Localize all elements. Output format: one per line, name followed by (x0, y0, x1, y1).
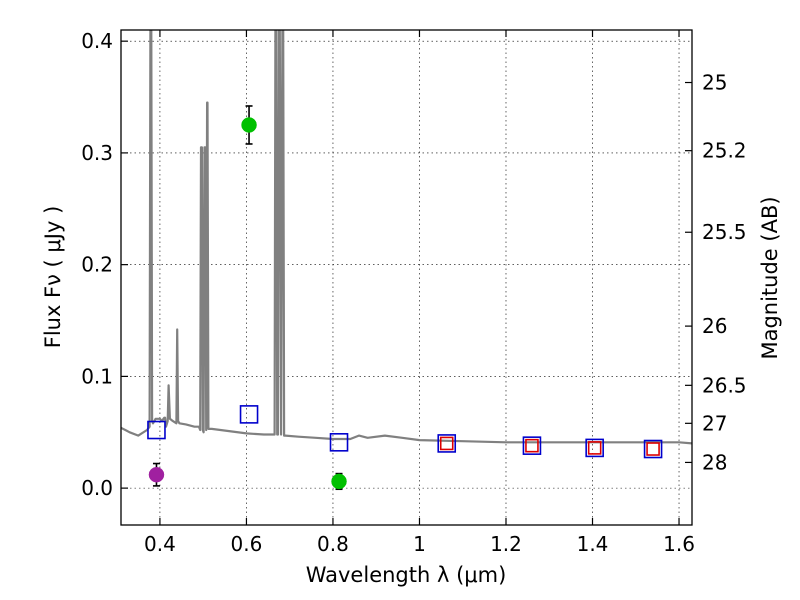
right-tick-label: 27 (702, 411, 727, 435)
axis-ticks (121, 30, 692, 525)
x-tick-label: 1.6 (663, 532, 695, 556)
x-tick-label: 1.4 (577, 532, 609, 556)
model-square-marker (239, 405, 259, 424)
model-square-marker (522, 436, 542, 455)
right-tick-label: 26 (702, 314, 727, 338)
x-tick-label: 1 (413, 532, 426, 556)
x-tick-label: 1.2 (490, 532, 522, 556)
model-square-marker-red (525, 438, 539, 453)
y-tick-label: 0.2 (81, 253, 113, 277)
x-axis-label: Wavelength λ (μm) (306, 563, 507, 587)
right-axis-label: Magnitude (AB) (758, 196, 782, 359)
right-tick-label: 25 (702, 71, 727, 95)
model-square-marker (585, 438, 604, 458)
x-tick-label: 0.6 (231, 532, 263, 556)
photometry-point (331, 473, 347, 490)
model-square-marker (643, 439, 663, 459)
right-tick-label: 25.2 (702, 139, 747, 163)
model-square-marker-red (646, 442, 660, 456)
x-tick-label: 0.4 (144, 532, 176, 556)
photometry-point (241, 117, 257, 133)
model-square-marker-red (587, 441, 602, 455)
grid-lines (121, 30, 692, 525)
plot-area (121, 30, 692, 491)
right-tick-label: 25.5 (702, 220, 747, 244)
model-square-marker-red (439, 436, 454, 451)
plot-frame (120, 29, 693, 526)
y-axis-label: Flux Fν ( μJy ) (41, 206, 65, 349)
model-square-marker (329, 433, 349, 452)
y-tick-label: 0.3 (81, 141, 113, 165)
model-square-marker (437, 434, 457, 453)
right-tick-label: 26.5 (702, 373, 747, 397)
y-tick-label: 0.4 (81, 29, 113, 53)
y-tick-label: 0.0 (81, 476, 113, 500)
tick-labels: 0.4 0.6 0.8 1 1.2 1.4 1.6 0.0 0.1 0.2 0.3 0.4 25 25.2… (81, 29, 746, 556)
right-tick-label: 28 (702, 450, 727, 474)
model-square-marker (147, 420, 166, 440)
photometry-point (148, 466, 165, 483)
x-tick-label: 0.8 (317, 532, 349, 556)
y-tick-label: 0.1 (81, 364, 113, 388)
model-spectrum-line (121, 30, 692, 445)
